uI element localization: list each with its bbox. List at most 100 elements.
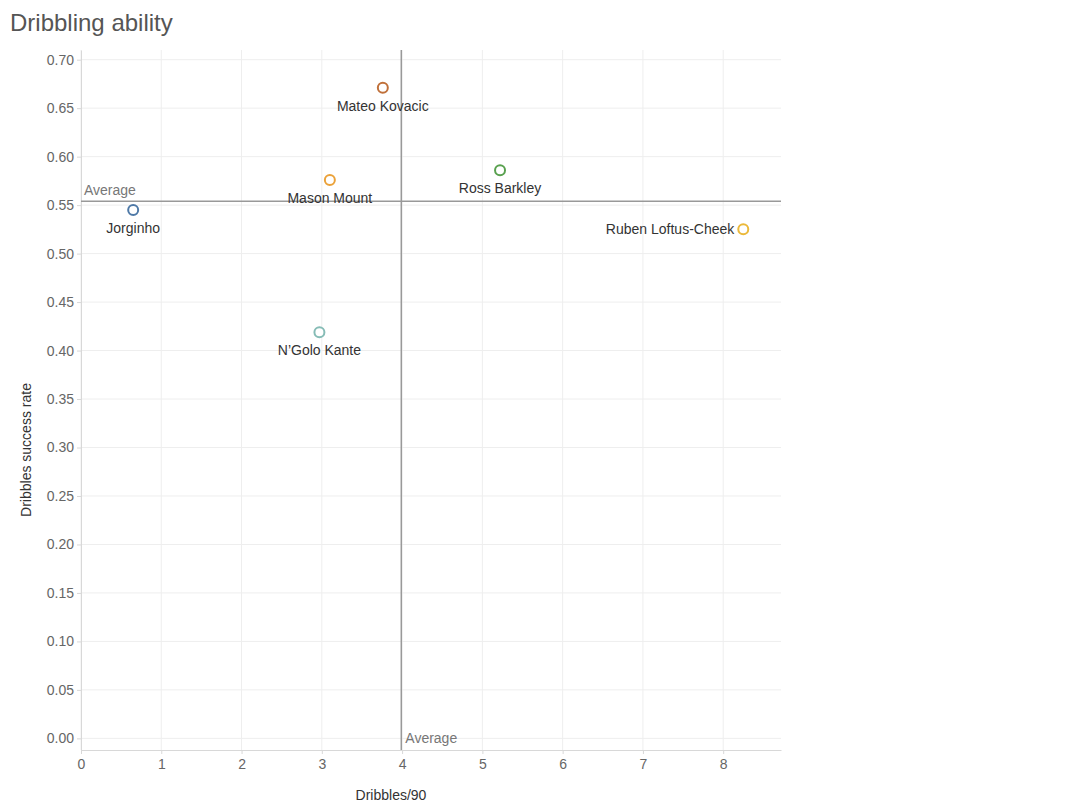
tick: 1 (158, 750, 166, 772)
tick: 0.60 (47, 149, 81, 165)
point-label: Mateo Kovacic (337, 98, 429, 114)
grid-line (81, 108, 781, 109)
tick: 6 (559, 750, 567, 772)
tick: 8 (720, 750, 728, 772)
tick: 0.50 (47, 246, 81, 262)
tick-mark (402, 750, 403, 754)
grid-line (81, 447, 781, 448)
tick-label: 0.10 (47, 633, 74, 649)
reference-line (81, 200, 781, 202)
grid-line (321, 50, 322, 750)
grid-line (81, 205, 781, 206)
point-label: Jorginho (106, 220, 160, 236)
tick-mark (242, 750, 243, 754)
tick-mark (77, 496, 81, 497)
tick: 0.00 (47, 730, 81, 746)
point (128, 205, 138, 215)
tick-label: 0.55 (47, 197, 74, 213)
grid-line (642, 50, 643, 750)
tick: 0.25 (47, 488, 81, 504)
title: Dribbling ability (10, 9, 173, 36)
tick-mark (77, 399, 81, 400)
grid-line (81, 399, 781, 400)
grid-line (723, 50, 724, 750)
grid-line (81, 544, 781, 545)
tick: 5 (479, 750, 487, 772)
tick: 0.45 (47, 294, 81, 310)
tick: 0 (78, 750, 86, 772)
grid-line (402, 50, 403, 750)
tick-mark (77, 254, 81, 255)
grid-line (81, 689, 781, 690)
grid-line (81, 156, 781, 157)
tick-label: 0.30 (47, 439, 74, 455)
grid-line (81, 495, 781, 496)
tick-label: 0.70 (47, 52, 74, 68)
tick-mark (77, 690, 81, 691)
reference-label: Average (405, 730, 457, 746)
tick-mark (482, 750, 483, 754)
tick: 0.20 (47, 536, 81, 552)
point-label: Mason Mount (287, 190, 372, 206)
tick-label: 4 (399, 756, 407, 772)
tick-label: 0.35 (47, 391, 74, 407)
tick-label: 1 (158, 756, 166, 772)
tick-label: 0.15 (47, 585, 74, 601)
tick-label: 0.05 (47, 682, 74, 698)
axis-line (82, 750, 782, 751)
x-axis-title: Dribbles/90 (356, 787, 427, 803)
grid-line (161, 50, 162, 750)
tick-label: 6 (559, 756, 567, 772)
point (495, 165, 505, 175)
grid-line (562, 50, 563, 750)
tick-label: 0.50 (47, 246, 74, 262)
tick-label: 8 (720, 756, 728, 772)
points (128, 83, 748, 337)
tick: 0.35 (47, 391, 81, 407)
grid-line (81, 641, 781, 642)
tick-label: 0.65 (47, 100, 74, 116)
x-axis: 012345678 (78, 750, 782, 772)
tick: 0.55 (47, 197, 81, 213)
tick-mark (81, 750, 82, 754)
tick-mark (77, 157, 81, 158)
tick: 0.30 (47, 439, 81, 455)
grid-line (241, 50, 242, 750)
point (325, 175, 335, 185)
tick: 4 (399, 750, 407, 772)
tick: 0.65 (47, 100, 81, 116)
tick-label: 0.20 (47, 536, 74, 552)
tick: 0.70 (47, 52, 81, 68)
tick: 0.40 (47, 343, 81, 359)
tick-mark (563, 750, 564, 754)
reference-line (401, 50, 403, 750)
tick-mark (77, 302, 81, 303)
plot: 0123456780.000.050.100.150.200.250.300.3… (47, 50, 782, 772)
tick: 0.10 (47, 633, 81, 649)
point (378, 83, 388, 93)
y-axis-title: Dribbles success rate (18, 383, 34, 517)
tick-label: 7 (640, 756, 648, 772)
tick-label: 0.45 (47, 294, 74, 310)
tick-mark (77, 351, 81, 352)
tick: 0.05 (47, 682, 81, 698)
axis-line (81, 51, 82, 751)
tick-mark (161, 750, 162, 754)
tick-mark (77, 60, 81, 61)
tick-mark (77, 738, 81, 739)
grid (81, 50, 781, 750)
point-label: Ross Barkley (459, 180, 541, 196)
tick-label: 0.25 (47, 488, 74, 504)
grid-line (81, 350, 781, 351)
tick-label: 3 (318, 756, 326, 772)
point (314, 327, 324, 337)
point-label: Ruben Loftus-Cheek (606, 221, 735, 237)
tick-label: 0 (78, 756, 86, 772)
reference-label: Average (84, 182, 136, 198)
grid-line (81, 253, 781, 254)
tick-label: 0.60 (47, 149, 74, 165)
reference-lines (81, 50, 781, 750)
tick-mark (643, 750, 644, 754)
tick-label: 0.00 (47, 730, 74, 746)
grid-line (482, 50, 483, 750)
